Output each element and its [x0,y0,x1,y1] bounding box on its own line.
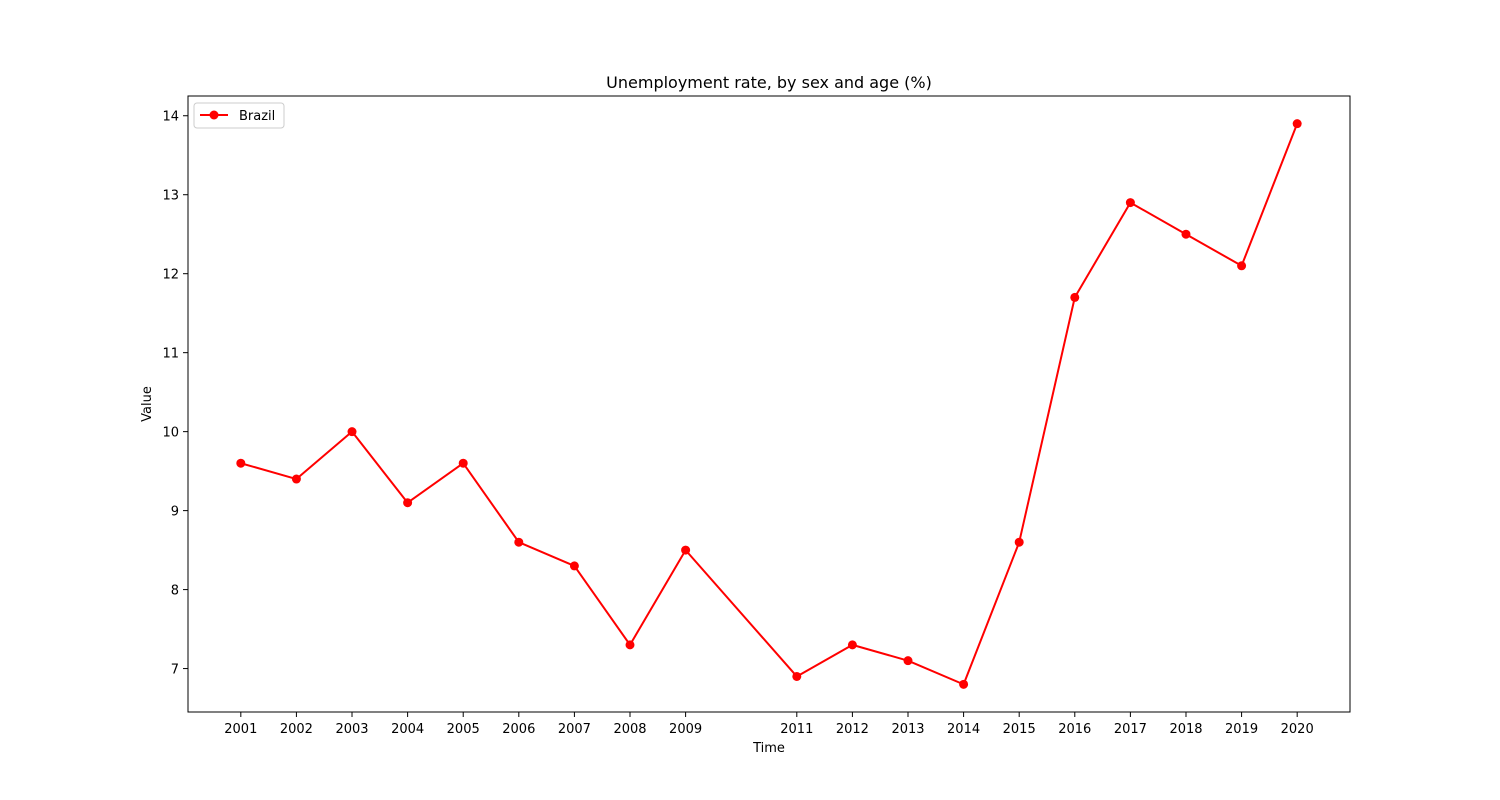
y-tick-label: 10 [162,426,179,441]
data-point [1237,261,1247,271]
x-tick-label: 2012 [836,722,869,737]
data-point [903,656,913,666]
y-axis: 7 8 9 10 11 12 13 14 [162,110,188,678]
x-axis: 2001 2002 2003 2004 2005 2006 2007 2008 2009 2011… [224,712,1314,737]
x-tick-label: 2003 [335,722,368,737]
x-tick-label: 2011 [780,722,813,737]
x-tick-label: 2013 [891,722,924,737]
x-tick-label: 2015 [1003,722,1036,737]
x-axis-title: Time [752,741,785,756]
y-tick-label: 14 [162,110,179,125]
x-tick-label: 2004 [391,722,424,737]
x-tick-label: 2007 [558,722,591,737]
y-tick-label: 9 [171,505,179,520]
data-point [625,640,635,650]
x-tick-label: 2001 [224,722,257,737]
x-tick-label: 2018 [1169,722,1202,737]
y-axis-title: Value [140,386,155,422]
legend: Brazil [193,102,285,129]
legend-marker-swatch [209,110,219,120]
x-tick-label: 2016 [1058,722,1091,737]
data-point [458,458,468,468]
y-tick-label: 11 [162,347,179,362]
x-tick-label: 2020 [1281,722,1314,737]
data-point [1014,537,1024,547]
x-tick-label: 2019 [1225,722,1258,737]
y-tick-label: 13 [162,189,179,204]
y-tick-label: 7 [171,663,179,678]
x-tick-label: 2002 [280,722,313,737]
x-tick-label: 2017 [1114,722,1147,737]
legend-box [193,102,285,129]
chart-title: Unemployment rate, by sex and age (%) [606,73,932,92]
x-tick-label: 2008 [613,722,646,737]
y-tick-label: 8 [171,584,179,599]
legend-label: Brazil [239,109,275,124]
data-point [569,561,579,571]
data-point [681,545,691,555]
data-point [1292,119,1302,129]
data-point [1181,229,1191,239]
data-point [792,671,802,681]
y-tick-label: 12 [162,268,179,283]
x-tick-label: 2005 [447,722,480,737]
data-point [847,640,857,650]
data-point [403,498,413,508]
data-point [1125,198,1135,208]
plot-frame [187,95,1351,713]
data-point [236,458,246,468]
data-point [1070,292,1080,302]
x-tick-label: 2006 [502,722,535,737]
data-point [291,474,301,484]
x-tick-label: 2009 [669,722,702,737]
data-point [347,427,357,437]
data-point [514,537,524,547]
x-tick-label: 2014 [947,722,980,737]
plot-area [236,119,1302,689]
data-point [959,679,969,689]
